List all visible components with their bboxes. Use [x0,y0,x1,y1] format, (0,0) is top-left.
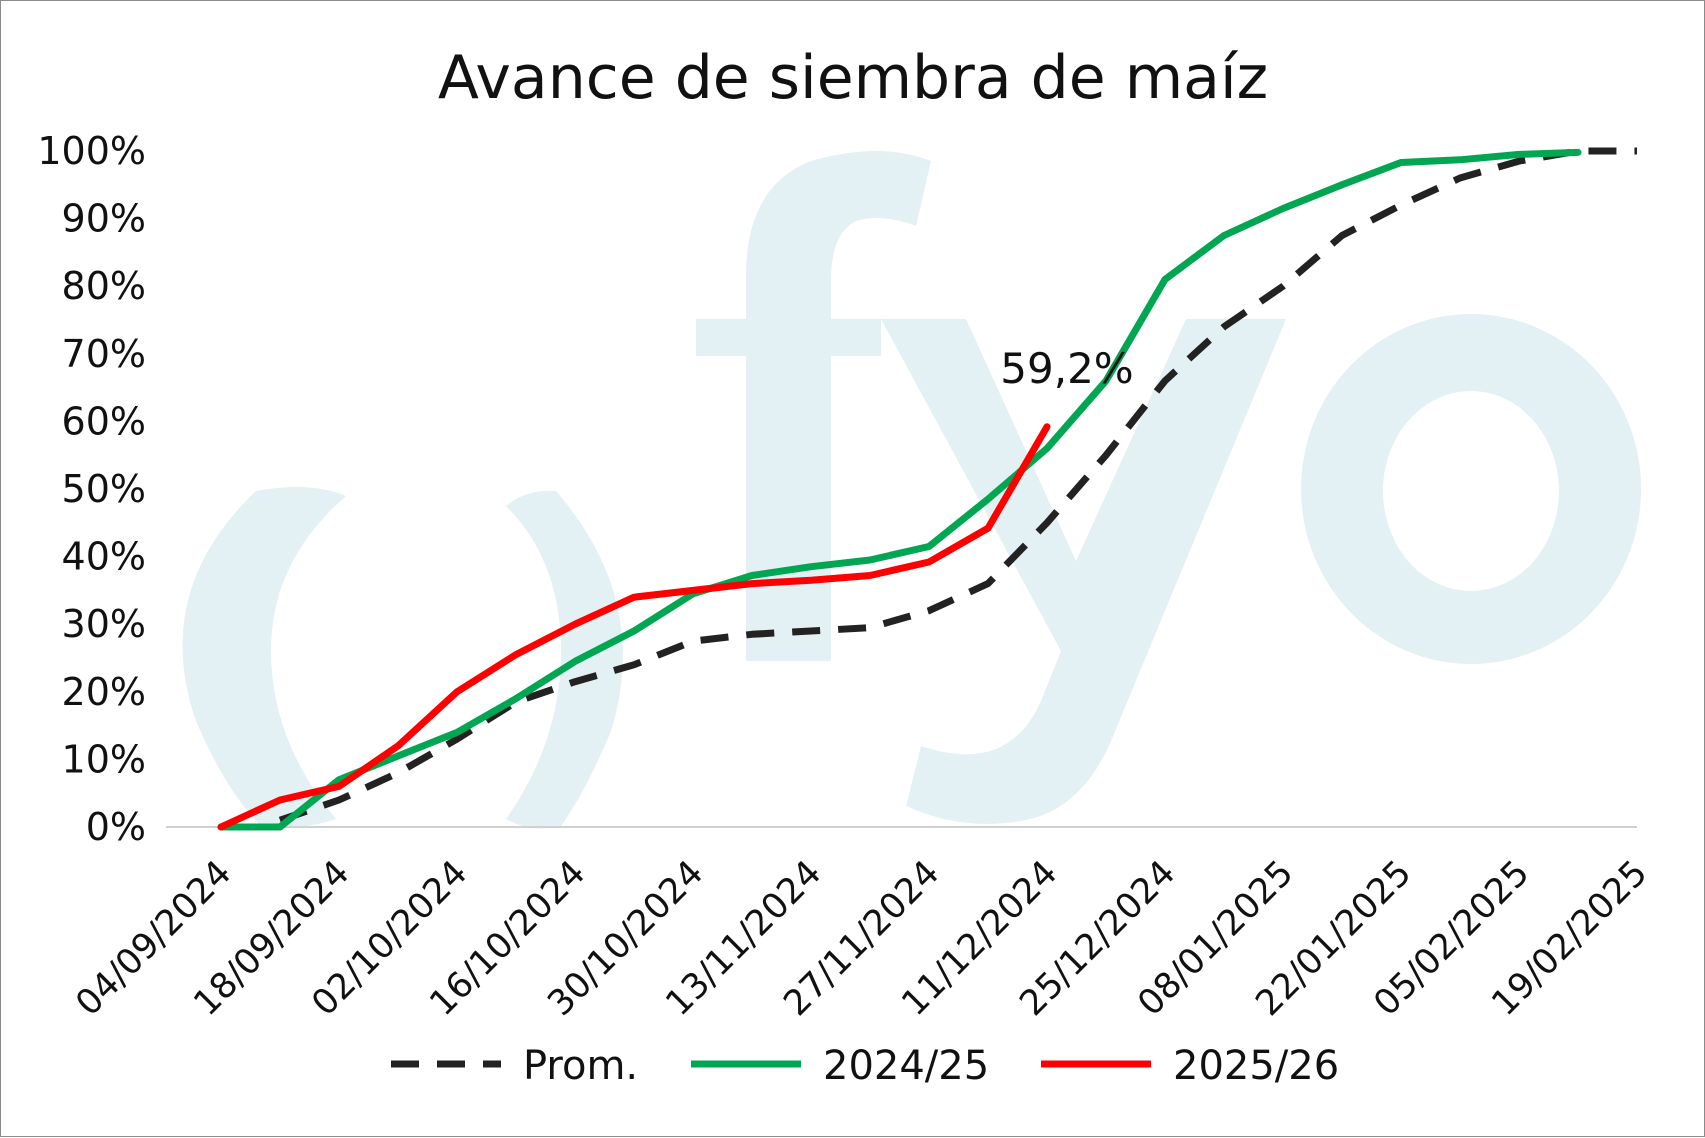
fyo-watermark-logo [182,151,1642,829]
y-tick-label: 0% [86,805,146,849]
y-axis: 0% 10% 20% 30% 40% 50% 60% 70% 80% 90% 100% [37,129,146,849]
data-label-59-2: 59,2% [1000,344,1133,393]
y-tick-label: 70% [62,332,146,376]
y-tick-label: 50% [62,467,146,511]
x-axis: 04/09/202418/09/202402/10/202416/10/2024… [68,853,1655,1024]
series-lines [217,147,1637,831]
legend-label: Prom. [523,1043,638,1089]
y-tick-label: 20% [62,670,146,714]
y-tick-label: 80% [62,264,146,308]
series-line-2025-26 [217,423,1051,831]
y-tick-label: 10% [62,737,146,781]
y-tick-label: 100% [37,129,146,173]
y-tick-label: 30% [62,602,146,646]
y-tick-label: 90% [62,197,146,241]
y-tick-label: 60% [62,399,146,443]
y-tick-label: 40% [62,535,146,579]
legend-label: 2025/26 [1173,1043,1339,1089]
legend-label: 2024/25 [823,1043,989,1089]
series-line-2024-25 [217,148,1582,831]
chart-title: Avance de siembra de maíz [438,43,1268,113]
legend: Prom. 2024/25 2025/26 [391,1043,1339,1089]
